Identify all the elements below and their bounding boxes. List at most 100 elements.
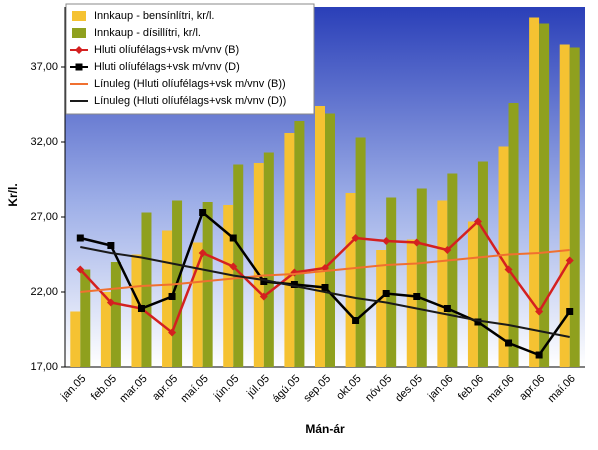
marker — [259, 292, 268, 301]
bar — [569, 47, 580, 367]
bar — [223, 205, 234, 367]
x-tick-label: des.05 — [393, 373, 425, 405]
x-tick-label: feb.05 — [89, 373, 119, 403]
marker — [76, 234, 84, 242]
bar — [131, 254, 142, 367]
marker — [412, 238, 421, 247]
marker — [76, 265, 85, 274]
marker — [535, 351, 543, 359]
marker — [229, 262, 238, 271]
x-tick-label: júl.05 — [244, 373, 272, 401]
marker — [351, 234, 360, 242]
bar — [315, 106, 325, 367]
bar — [416, 188, 427, 367]
bar — [70, 311, 81, 367]
bar — [100, 292, 111, 367]
x-tick-label: okt.05 — [334, 373, 364, 403]
marker — [565, 256, 574, 265]
bar — [253, 163, 264, 367]
marker — [168, 293, 176, 300]
x-axis-title: Mán-ár — [305, 422, 345, 436]
bar — [406, 239, 417, 367]
marker — [382, 237, 391, 245]
x-tick-label: jan.05 — [58, 373, 88, 403]
marker — [75, 46, 83, 54]
marker — [382, 290, 390, 297]
marker — [168, 328, 177, 337]
bar — [325, 113, 335, 367]
bar — [437, 200, 448, 367]
bar — [355, 137, 366, 367]
legend-label: Línuleg (Hluti olíufélags+vsk m/vnv (D)) — [94, 95, 286, 107]
marker — [229, 234, 237, 242]
bar — [110, 262, 121, 367]
marker — [137, 305, 145, 312]
bar — [539, 23, 550, 367]
marker — [290, 281, 298, 288]
x-tick-label: jan.06 — [425, 373, 455, 403]
y-tick-label: 22,00 — [30, 286, 58, 298]
x-tick-label: mar.06 — [484, 373, 516, 405]
marker — [504, 265, 513, 274]
legend-label: Línuleg (Hluti olíufélags+vsk m/vnv (B)) — [94, 78, 286, 90]
marker — [413, 293, 421, 300]
legend-swatch — [72, 28, 86, 38]
line — [80, 246, 570, 338]
marker — [199, 209, 207, 216]
y-tick-label: 17,00 — [30, 361, 58, 373]
legend: Innkaup - bensínlítri, kr/l. Innkaup - dí… — [65, 3, 315, 115]
y-tick-label: 27,00 — [30, 211, 58, 223]
bar — [559, 44, 570, 367]
marker — [535, 307, 544, 316]
bar — [376, 250, 387, 367]
x-tick-label: maí.05 — [179, 373, 211, 405]
bar — [447, 173, 458, 367]
legend-label: Innkaup - dísillítri, kr/l. — [94, 27, 201, 39]
bar — [284, 133, 295, 367]
x-tick-label: feb.06 — [456, 373, 486, 403]
marker — [107, 242, 115, 249]
x-tick-label: jún.05 — [211, 373, 241, 403]
marker — [473, 217, 482, 226]
x-tick-label: apr.05 — [150, 373, 180, 403]
x-tick-label: maí.06 — [546, 373, 578, 405]
bar — [192, 242, 203, 367]
bar — [263, 152, 274, 367]
legend-label: Innkaup - bensínlítri, kr/l. — [94, 10, 214, 22]
marker — [321, 284, 329, 291]
legend-label: Hluti olíufélags+vsk m/vnv (B) — [94, 44, 239, 56]
x-tick-label: sep.05 — [301, 373, 333, 405]
x-tick-label: ágú.05 — [270, 373, 302, 405]
bar — [202, 202, 213, 367]
bar — [141, 212, 152, 367]
bar — [80, 269, 91, 367]
bar — [477, 161, 488, 367]
marker — [260, 278, 268, 285]
marker — [106, 298, 115, 307]
line — [80, 249, 570, 293]
x-tick-label: apr.06 — [517, 373, 547, 403]
marker — [352, 317, 360, 324]
bar — [508, 103, 519, 367]
x-tick-label: nóv.05 — [363, 373, 394, 404]
legend-box — [65, 3, 315, 115]
legend-swatch — [72, 11, 86, 21]
marker — [505, 339, 513, 347]
y-tick-label: 37,00 — [30, 61, 58, 73]
bar — [294, 121, 305, 367]
bar — [345, 193, 356, 367]
bar — [529, 17, 540, 367]
bar — [467, 221, 478, 367]
marker — [474, 318, 482, 326]
bar — [233, 164, 244, 367]
marker — [443, 305, 451, 312]
marker — [75, 63, 83, 71]
y-tick-label: 32,00 — [30, 136, 58, 148]
x-tick-label: mar.05 — [117, 373, 149, 405]
marker — [443, 246, 452, 254]
bar — [498, 146, 509, 367]
y-axis-title: Kr/l. — [6, 183, 20, 206]
bar — [386, 197, 397, 367]
